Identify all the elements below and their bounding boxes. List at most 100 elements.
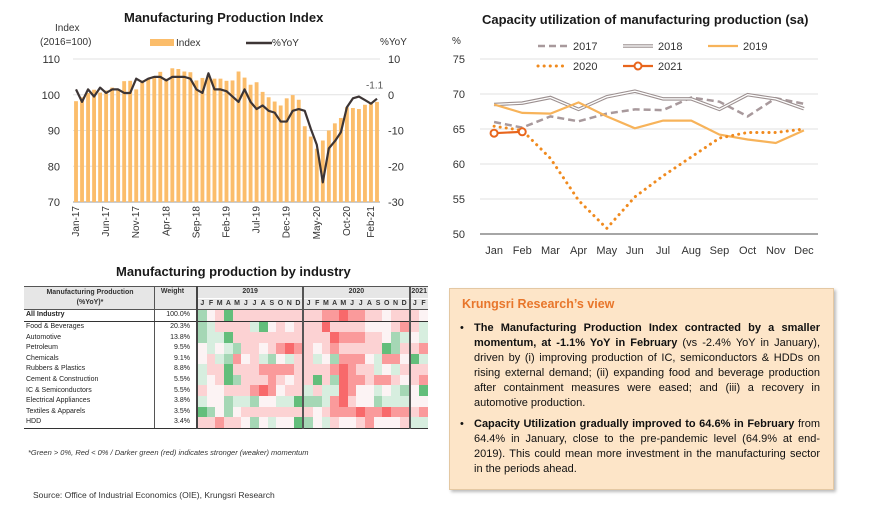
heatmap-cell — [303, 385, 313, 396]
heatmap-cell — [347, 353, 357, 365]
bar-index — [122, 81, 127, 202]
month-header: S — [373, 298, 383, 310]
heatmap-cell — [330, 374, 339, 386]
heatmap-cell — [232, 395, 242, 407]
month-header: O — [382, 298, 392, 310]
heatmap-cell — [391, 417, 400, 429]
year-header: 2020 — [303, 286, 411, 299]
heatmap-cell — [419, 417, 428, 429]
heatmap-cell — [267, 332, 277, 343]
heatmap-cell — [312, 395, 322, 407]
heatmap-cell — [356, 342, 366, 354]
heatmap-cell — [241, 385, 251, 396]
heatmap-cell — [206, 342, 216, 354]
heatmap-cell — [224, 406, 233, 418]
heatmap-cell — [241, 309, 251, 322]
heatmap-cell — [284, 342, 294, 354]
heatmap-cell — [224, 417, 233, 429]
heatmap-cell — [321, 364, 331, 375]
bar-index — [200, 77, 205, 202]
heatmap-cell — [356, 353, 366, 365]
heatmap-cell — [356, 395, 366, 407]
heatmap-cell — [284, 309, 294, 322]
heatmap-cell — [419, 309, 428, 322]
x-tick-label: Jun-17 — [101, 206, 112, 237]
bullet-dot-icon: • — [460, 322, 464, 334]
heatmap-cell — [258, 342, 268, 354]
heatmap-cell — [312, 342, 322, 354]
bar-index — [332, 123, 337, 202]
x-tick-label: Jul-19 — [252, 206, 263, 234]
industry-weight: 8.8% — [154, 364, 198, 375]
month-header: M — [232, 298, 242, 310]
x-tick-label: Sep — [710, 245, 730, 257]
bar-index — [224, 80, 229, 202]
x-tick-label: Jun — [626, 245, 644, 257]
mpi-chart-title: Manufacturing Production Index — [124, 10, 324, 25]
x-tick-label: Oct-20 — [342, 206, 353, 236]
heatmap-cell — [339, 364, 348, 375]
bar-index — [284, 98, 289, 202]
heatmap-cell — [382, 417, 392, 429]
heatmap-cell — [382, 309, 392, 322]
heatmap-cell — [312, 417, 322, 429]
bar-index — [278, 105, 283, 202]
y-tick-right: -10 — [388, 126, 404, 138]
heatmap-cell — [232, 342, 242, 354]
bar-index — [188, 72, 193, 202]
heatmap-cell — [356, 364, 366, 375]
heatmap-cell — [373, 342, 383, 354]
bar-index — [344, 107, 349, 202]
heatmap-cell — [258, 332, 268, 343]
heatmap-cell — [206, 385, 216, 396]
heatmap-cell — [267, 374, 277, 386]
heatmap-cell — [339, 353, 348, 365]
bar-index — [320, 140, 325, 202]
heatmap-cell — [373, 321, 383, 333]
industry-weight: 5.5% — [154, 385, 198, 396]
bullet-dot-icon: • — [460, 418, 464, 430]
month-header: J — [250, 298, 259, 310]
bar-index — [218, 78, 223, 202]
heatmap-cell — [347, 364, 357, 375]
heatmap-cell — [373, 309, 383, 322]
heatmap-cell — [224, 332, 233, 343]
heatmap-cell — [409, 395, 420, 407]
heatmap-cell — [356, 385, 366, 396]
heatmap-cell — [419, 395, 428, 407]
heatmap-cell — [339, 321, 348, 333]
heatmap-cell — [215, 374, 225, 386]
heatmap-cell — [258, 321, 268, 333]
heatmap-cell — [373, 364, 383, 375]
heatmap-cell — [197, 364, 207, 375]
industry-weight: 5.5% — [154, 374, 198, 386]
heatmap-cell — [267, 406, 277, 418]
heatmap-cell — [276, 417, 285, 429]
industry-weight: 100.0% — [154, 309, 198, 322]
heatmap-cell — [365, 342, 374, 354]
y-tick: 55 — [453, 194, 465, 206]
month-header: J — [197, 298, 207, 310]
heatmap-cell — [330, 385, 339, 396]
heatmap-cell — [215, 395, 225, 407]
x-tick-label: Jan — [485, 245, 503, 257]
heatmap-cell — [206, 332, 216, 343]
heatmap-cell — [284, 406, 294, 418]
heatmap-cell — [303, 353, 313, 365]
bar-index — [242, 77, 247, 202]
bar-index — [158, 71, 163, 202]
industry-name: Electrical Appliances — [24, 395, 155, 407]
bar-index — [98, 92, 103, 202]
legend-label-index: Index — [176, 38, 200, 49]
heatmap-cell — [241, 353, 251, 365]
y-axis-label-right: %YoY — [380, 37, 407, 48]
heatmap-cell — [365, 374, 374, 386]
industry-weight: 3.8% — [154, 395, 198, 407]
heatmap-cell — [399, 321, 411, 333]
bullet-1-text: (vs -2.4% YoY in January), driven by (i)… — [474, 337, 820, 409]
heatmap-cell — [382, 321, 392, 333]
heatmap-cell — [258, 309, 268, 322]
heatmap-cell — [409, 309, 420, 322]
month-header: O — [276, 298, 285, 310]
